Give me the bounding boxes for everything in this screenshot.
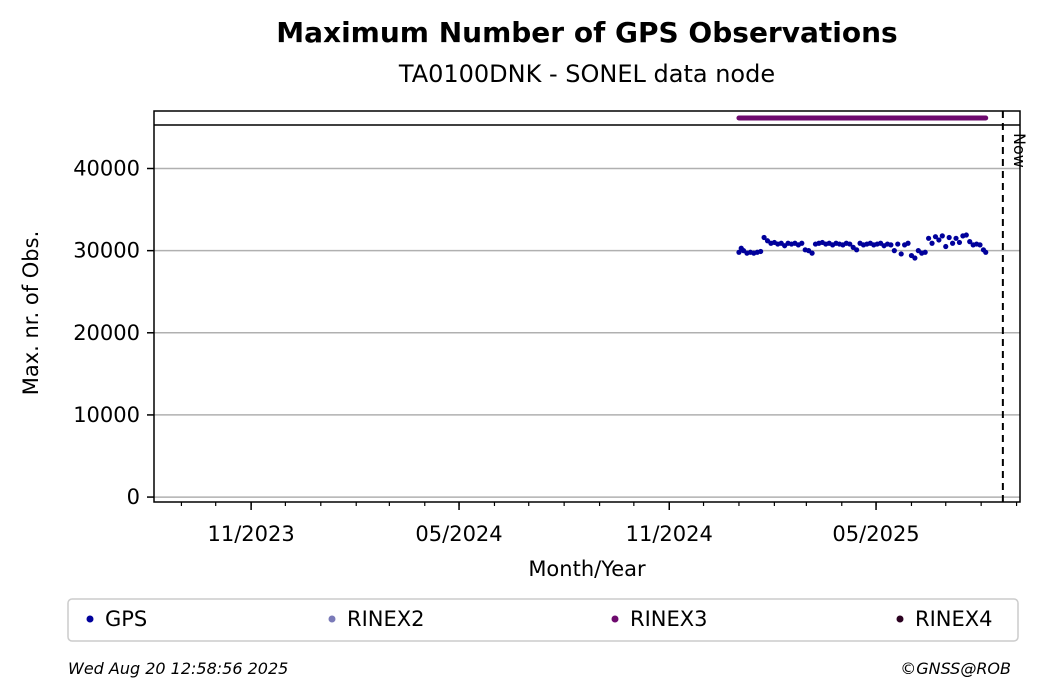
gps-data-point	[983, 249, 989, 255]
gps-data-point	[967, 239, 973, 245]
y-tick-label: 30000	[73, 239, 140, 263]
legend-label: RINEX2	[347, 607, 425, 631]
gps-data-point	[905, 240, 911, 246]
gps-data-point	[799, 240, 805, 246]
gps-data-point	[936, 237, 942, 243]
gps-data-point	[932, 234, 939, 240]
gps-data-point	[922, 249, 928, 255]
gps-data-point	[761, 234, 767, 241]
x-tick-label: 05/2025	[832, 522, 919, 546]
legend-marker	[86, 615, 94, 623]
gps-data-point	[912, 255, 918, 261]
gps-data-point	[847, 241, 853, 247]
y-tick-label: 40000	[73, 157, 140, 181]
grid-lines	[154, 167, 1020, 498]
gps-data-point	[891, 248, 897, 254]
gps-data-point	[736, 249, 742, 255]
gps-data-point	[977, 242, 983, 248]
plot-frame	[153, 110, 1021, 503]
gps-data-point	[953, 235, 959, 241]
gps-data-point	[926, 235, 932, 241]
footer-timestamp: Wed Aug 20 12:58:56 2025	[68, 659, 288, 678]
y-axis-label: Max. nr. of Obs.	[19, 231, 43, 396]
legend-marker	[328, 615, 336, 623]
legend: GPS RINEX2 RINEX3 RINEX4	[67, 598, 1019, 642]
legend-label: GPS	[105, 607, 147, 631]
x-tick-label: 05/2024	[415, 522, 502, 546]
y-tick-label: 20000	[73, 321, 140, 345]
gps-data-point	[929, 240, 935, 246]
chart-subtitle: TA0100DNK - SONEL data node	[398, 60, 775, 88]
legend-box	[67, 598, 1019, 642]
gps-points	[736, 232, 989, 261]
tick-labels: 0 10000 20000 30000 40000 11/2023 05/2024 11/20…	[73, 157, 1018, 546]
y-tick-label: 0	[127, 485, 140, 509]
y-tick-label: 10000	[73, 403, 140, 427]
chart-title: Maximum Number of GPS Observations	[276, 16, 897, 49]
gps-data-point	[949, 240, 956, 246]
gps-data-point	[888, 242, 894, 248]
legend-label: RINEX3	[630, 607, 708, 631]
x-tick-label: 11/2023	[207, 522, 294, 546]
axes	[153, 110, 1021, 503]
gps-data-point	[956, 239, 963, 246]
gps-data-point	[939, 233, 945, 239]
gps-data-point	[963, 232, 969, 238]
legend-marker	[611, 615, 619, 623]
gps-data-point	[943, 243, 949, 250]
x-axis-label: Month/Year	[528, 557, 646, 581]
legend-label: RINEX4	[915, 607, 993, 631]
x-tick-label: 11/2024	[626, 522, 713, 546]
gps-data-point	[758, 248, 764, 255]
gps-data-point	[898, 251, 904, 257]
legend-marker	[896, 615, 904, 623]
gps-data-point	[809, 250, 815, 256]
footer-credit: ©GNSS@ROB	[900, 659, 1011, 678]
now-label: Now	[1010, 133, 1029, 168]
gps-data-point	[946, 234, 952, 241]
gps-data-point	[895, 241, 901, 247]
gps-data-point	[854, 247, 860, 253]
